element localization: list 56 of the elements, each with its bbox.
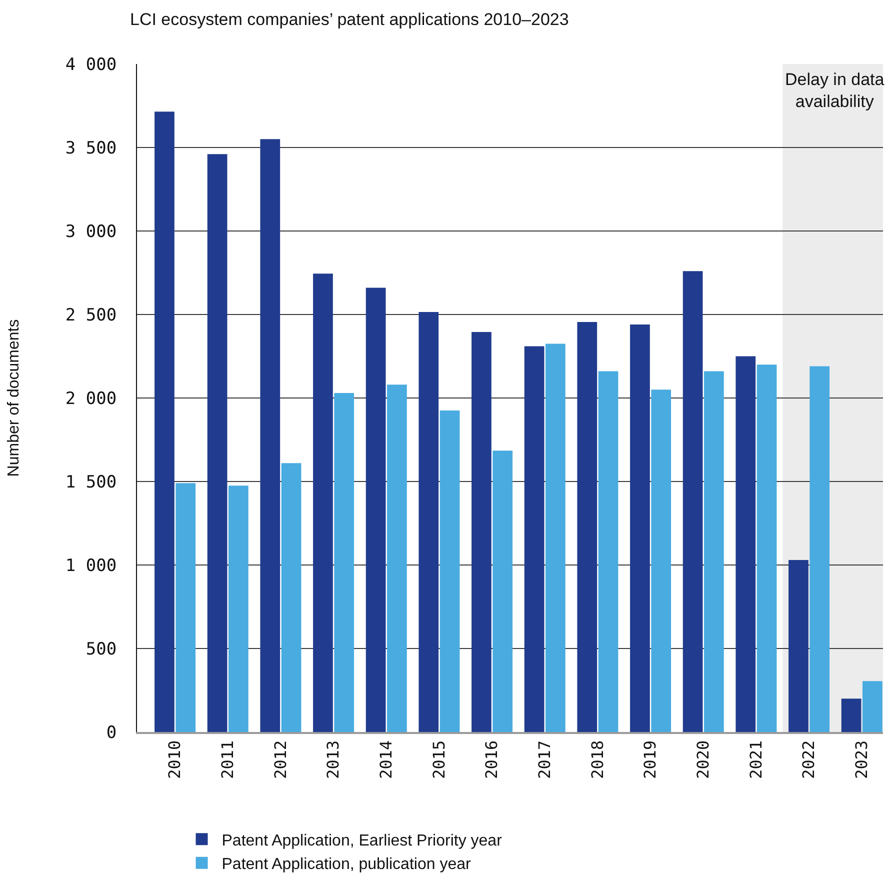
x-tick-label: 2023 [852,740,872,779]
y-tick-label: 500 [86,639,117,660]
y-tick-label: 1 000 [65,556,117,576]
bar [682,271,703,732]
bar [260,139,280,732]
bar [810,366,830,732]
x-tick-label: 2012 [270,740,290,779]
x-tick-label: 2019 [640,740,660,779]
bar [524,346,544,732]
bar [841,698,862,732]
y-tick-label: 4 000 [65,54,117,75]
y-tick-label: 1 500 [65,472,117,492]
bar [207,154,228,732]
bar [366,288,386,732]
bar [228,486,248,732]
chart-title: LCI ecosystem companies’ patent applications 2010–2023 [130,10,569,30]
bar [577,322,598,732]
bar [736,356,756,732]
bar [440,410,460,732]
y-tick-label: 3 000 [65,222,117,242]
x-tick-label: 2015 [429,740,448,779]
bar [281,463,302,732]
bar [492,450,513,732]
bar [154,112,174,732]
bar [387,384,407,732]
x-tick-label: 2017 [535,740,554,779]
bar [651,390,672,732]
bar [704,371,724,732]
legend-label: Patent Application, publication year [222,856,472,874]
bar [788,560,808,732]
x-tick-label: 2021 [746,740,766,779]
x-tick-label: 2014 [376,740,396,779]
x-tick-label: 2013 [324,740,343,779]
x-tick-label: 2020 [694,740,713,779]
x-tick-label: 2011 [218,740,238,779]
y-axis-title: Number of documents [5,319,22,477]
bar [862,681,882,732]
bar [313,274,333,732]
y-tick-label: 3 500 [65,138,117,158]
bar [546,344,566,732]
bar [598,371,618,732]
x-tick-label: 2018 [588,740,607,779]
bar [630,324,650,732]
bar [418,312,439,732]
bar [176,483,196,732]
legend-label: Patent Application, Earliest Priority year [222,832,503,850]
band-label: Delay in data availability [785,70,885,112]
y-tick-label: 2 000 [65,388,117,409]
x-tick-label: 2010 [165,740,184,779]
y-tick-label: 2 500 [65,305,117,326]
bar [756,364,777,732]
bar [472,332,492,732]
x-tick-label: 2022 [799,740,818,779]
x-tick-label: 2016 [482,740,502,779]
bar [334,392,354,732]
y-tick-label: 0 [106,722,117,743]
